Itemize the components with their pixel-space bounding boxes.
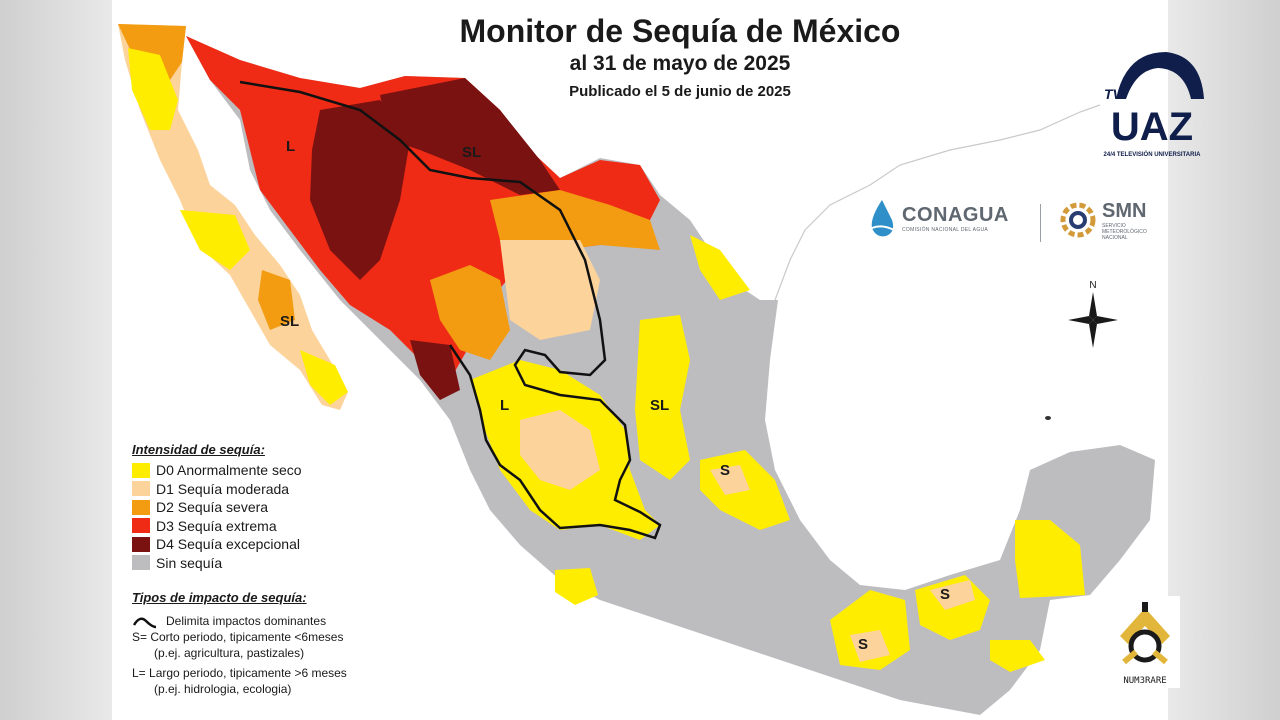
impact-legend: Tipos de impacto de sequía: Delimita imp… xyxy=(132,590,347,697)
title-block: Monitor de Sequía de México al 31 de may… xyxy=(380,12,980,106)
numerare-name: NUM3RARE xyxy=(1123,676,1167,686)
swatch-d0 xyxy=(132,462,150,478)
smn-sub-2: METEOROLÓGICO xyxy=(1102,228,1147,235)
tvuaz-sub-text: 24/4 TELEVISIÓN UNIVERSITARIA xyxy=(1104,150,1202,158)
swatch-d4 xyxy=(132,536,150,552)
swatch-none xyxy=(132,555,150,571)
compass-north-label: N xyxy=(1089,280,1096,291)
smn-swirl-icon xyxy=(1060,202,1096,238)
compass-rose: N xyxy=(1066,278,1120,355)
frame-right xyxy=(1168,0,1280,720)
conagua-logo: CONAGUA COMISIÓN NACIONAL DEL AGUA xyxy=(866,198,1009,238)
drought-legend: Intensidad de sequía: D0 Anormalmente se… xyxy=(132,442,302,572)
label-s-south: S xyxy=(858,636,869,653)
conagua-name: CONAGUA xyxy=(902,203,1009,226)
label-s-center: S xyxy=(720,462,731,479)
numerare-logo: NUM3RARE xyxy=(1110,596,1180,688)
numerare-emblem-icon xyxy=(1120,602,1170,665)
label-sl-east: SL xyxy=(650,397,670,414)
conagua-subtitle: COMISIÓN NACIONAL DEL AGUA xyxy=(902,226,989,233)
legend-item-d1: D1 Sequía moderada xyxy=(132,480,302,499)
impact-heading: Tipos de impacto de sequía: xyxy=(132,590,307,605)
label-l-northwest: L xyxy=(286,138,296,155)
smn-sub-3: NACIONAL xyxy=(1102,234,1128,241)
legend-label-d2: D2 Sequía severa xyxy=(156,499,269,516)
smn-logo: SMN SERVICIO METEOROLÓGICO NACIONAL xyxy=(1058,198,1147,242)
legend-item-d2: D2 Sequía severa xyxy=(132,498,302,517)
impact-short-label: S= Corto periodo, tipicamente <6meses xyxy=(132,630,344,644)
legend-item-d3: D3 Sequía extrema xyxy=(132,517,302,536)
swatch-d2 xyxy=(132,499,150,515)
label-sl-north: SL xyxy=(462,144,482,161)
impact-long-label: L= Largo periodo, tipicamente >6 meses xyxy=(132,666,347,680)
smn-sub-1: SERVICIO xyxy=(1102,222,1126,229)
publication-date: Publicado el 5 de junio de 2025 xyxy=(569,83,791,100)
legend-heading: Intensidad de sequía: xyxy=(132,442,265,457)
map-subtitle: al 31 de mayo de 2025 xyxy=(569,52,791,75)
impact-line-label: Delimita impactos dominantes xyxy=(166,614,327,628)
label-sl-baja: SL xyxy=(280,313,300,330)
label-l-center: L xyxy=(500,397,510,414)
legend-item-d0: D0 Anormalmente seco xyxy=(132,461,302,480)
impact-short-example: (p.ej. agricultura, pastizales) xyxy=(154,646,305,660)
tvuaz-emblem-icon: TV UAZ 24/4 TELEVISIÓN UNIVERSITARIA xyxy=(1104,52,1204,158)
swatch-d1 xyxy=(132,481,150,497)
legend-label-d3: D3 Sequía extrema xyxy=(156,517,277,534)
legend-label-d0: D0 Anormalmente seco xyxy=(156,462,302,479)
impact-boundary-north xyxy=(239,80,662,540)
compass-icon: N xyxy=(1068,280,1118,348)
impact-long-example: (p.ej. hidrologia, ecologia) xyxy=(154,682,292,696)
legend-item-none: Sin sequía xyxy=(132,554,302,573)
impact-line-item: Delimita impactos dominantes xyxy=(132,613,347,629)
us-coastline xyxy=(774,104,1101,301)
legend-label-d1: D1 Sequía moderada xyxy=(156,480,290,497)
legend-label-none: Sin sequía xyxy=(156,554,223,571)
frame-left xyxy=(0,0,112,720)
logo-divider xyxy=(1040,204,1041,242)
boundary-line-icon xyxy=(132,617,157,629)
tvuaz-tv-text: TV xyxy=(1104,86,1124,102)
tvuaz-logo: TV UAZ 24/4 TELEVISIÓN UNIVERSITARIA xyxy=(1096,44,1210,162)
tvuaz-main-text: UAZ xyxy=(1111,105,1193,149)
map-title: Monitor de Sequía de México xyxy=(459,13,901,49)
swatch-d3 xyxy=(132,518,150,534)
legend-item-d4: D4 Sequía excepcional xyxy=(132,535,302,554)
conagua-drop-icon xyxy=(871,200,895,237)
smn-name: SMN xyxy=(1102,199,1147,222)
label-s-southeast: S xyxy=(940,586,951,603)
legend-label-d4: D4 Sequía excepcional xyxy=(156,536,300,553)
